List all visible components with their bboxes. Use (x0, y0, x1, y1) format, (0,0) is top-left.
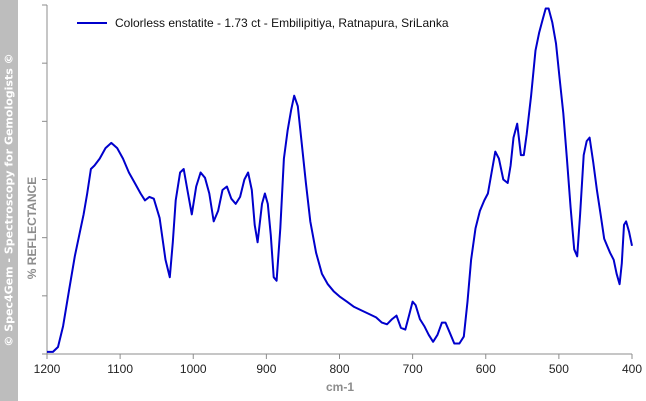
x-tick-label-1200: 1200 (34, 362, 61, 376)
legend: Colorless enstatite - 1.73 ct - Embilipi… (77, 16, 449, 30)
watermark-bar: © Spec4Gem - Spectroscopy for Gemologist… (0, 0, 18, 401)
chart-axes (46, 5, 632, 355)
y-axis-ticks (42, 4, 47, 355)
x-tick-label-800: 800 (329, 362, 349, 376)
series-line-0 (47, 7, 633, 353)
x-tick-label-900: 900 (256, 362, 276, 376)
x-tick-label-400: 400 (622, 362, 642, 376)
legend-label: Colorless enstatite - 1.73 ct - Embilipi… (115, 16, 449, 30)
y-axis-title: % REFLECTANCE (25, 177, 39, 279)
x-tick-label-500: 500 (549, 362, 569, 376)
x-axis-ticks: 1200 1100 1000 900 800 700 600 500 400 (34, 354, 642, 376)
x-tick-label-600: 600 (476, 362, 496, 376)
x-axis-title: cm-1 (326, 380, 354, 394)
x-tick-label-1100: 1100 (107, 362, 133, 376)
x-tick-label-1000: 1000 (180, 362, 207, 376)
series-group (47, 7, 633, 353)
x-tick-label-700: 700 (403, 362, 423, 376)
